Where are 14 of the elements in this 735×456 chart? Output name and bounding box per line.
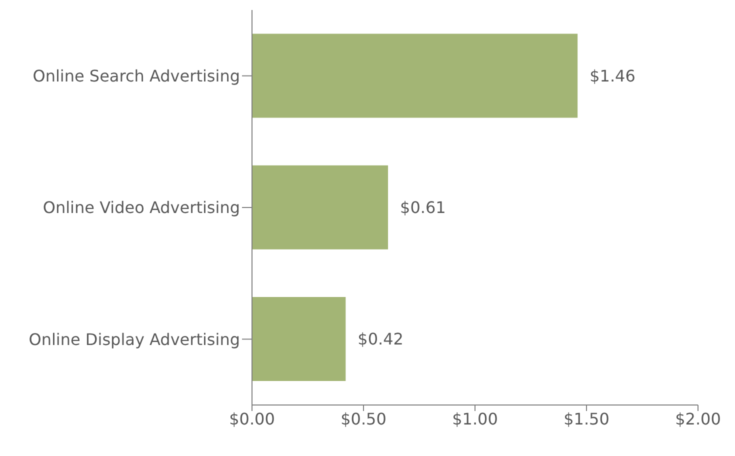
y-tick-label: Online Search Advertising xyxy=(32,66,240,86)
x-tick-label: $1.50 xyxy=(564,409,610,428)
y-tick-label: Online Display Advertising xyxy=(28,330,240,349)
x-tick-label: $2.00 xyxy=(675,409,721,428)
data-label: $0.61 xyxy=(400,198,446,218)
x-tick-label: $0.00 xyxy=(229,409,275,428)
bar xyxy=(252,34,578,118)
data-label: $1.46 xyxy=(590,66,636,86)
bar xyxy=(252,165,388,250)
y-tick-label: Online Video Advertising xyxy=(42,198,240,218)
x-tick-label: $1.00 xyxy=(452,409,498,428)
bar xyxy=(252,297,346,382)
data-label: $0.42 xyxy=(358,330,404,349)
x-tick-label: $0.50 xyxy=(340,409,386,428)
